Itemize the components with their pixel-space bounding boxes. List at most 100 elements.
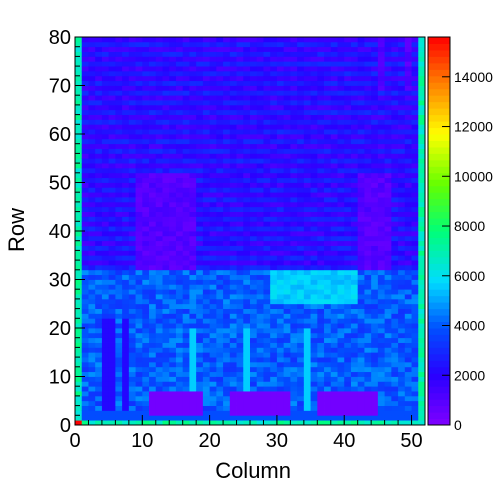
heatmap-cell	[250, 342, 258, 348]
heatmap-cell	[337, 410, 345, 416]
heatmap-cell	[276, 124, 285, 130]
heatmap-cell	[297, 221, 305, 227]
heatmap-cell	[95, 187, 103, 193]
heatmap-cell	[276, 328, 285, 334]
heatmap-cell	[377, 119, 386, 125]
heatmap-cell	[162, 250, 170, 256]
heatmap-cell	[108, 158, 116, 164]
heatmap-cell	[371, 75, 379, 82]
heatmap-cell	[95, 386, 103, 392]
heatmap-cell	[209, 231, 217, 237]
heatmap-cell	[142, 371, 150, 377]
heatmap-cell	[243, 177, 251, 183]
heatmap-cell	[330, 119, 338, 125]
heatmap-cell	[384, 119, 392, 125]
heatmap-cell	[371, 260, 379, 266]
heatmap-cell	[344, 420, 352, 426]
heatmap-cell	[223, 192, 231, 198]
heatmap-cell	[229, 148, 237, 154]
heatmap-cell	[223, 129, 231, 135]
heatmap-cell	[357, 124, 365, 130]
heatmap-cell	[81, 46, 89, 52]
heatmap-cell	[330, 124, 338, 130]
heatmap-cell	[202, 264, 211, 271]
heatmap-cell	[371, 197, 379, 203]
heatmap-cell	[310, 167, 318, 174]
heatmap-cell	[95, 206, 103, 212]
heatmap-cell	[128, 357, 136, 363]
heatmap-cell	[317, 114, 325, 120]
heatmap-cell	[236, 90, 244, 96]
heatmap-cell	[128, 240, 136, 246]
heatmap-cell	[303, 51, 311, 57]
heatmap-cell	[350, 313, 359, 319]
heatmap-cell	[418, 51, 426, 57]
heatmap-cell	[81, 328, 89, 334]
heatmap-cell	[283, 61, 291, 67]
heatmap-cell	[196, 332, 204, 339]
heatmap-cell	[391, 177, 399, 183]
heatmap-cell	[209, 279, 217, 285]
heatmap-cell	[276, 216, 285, 222]
heatmap-cell	[223, 56, 231, 62]
heatmap-cell	[404, 172, 412, 179]
heatmap-cell	[350, 361, 359, 368]
heatmap-cell	[243, 114, 251, 120]
heatmap-cell	[243, 85, 251, 91]
heatmap-cell	[310, 221, 318, 227]
heatmap-cell	[290, 376, 298, 382]
heatmap-cell	[324, 182, 332, 188]
heatmap-cell	[250, 405, 258, 411]
heatmap-cell	[398, 206, 406, 212]
heatmap-cell	[303, 66, 311, 72]
heatmap-cell	[317, 119, 325, 125]
heatmap-cell	[344, 371, 352, 377]
heatmap-cell	[209, 143, 217, 149]
heatmap-cell	[229, 308, 237, 314]
heatmap-cell	[297, 211, 305, 217]
heatmap-cell	[310, 245, 318, 251]
heatmap-cell	[223, 357, 231, 363]
heatmap-cell	[344, 250, 352, 256]
heatmap-cell	[236, 298, 244, 305]
heatmap-cell	[310, 172, 318, 179]
heatmap-cell	[337, 313, 345, 319]
heatmap-cell	[350, 70, 359, 77]
heatmap-cell	[303, 303, 311, 309]
heatmap-cell	[398, 80, 406, 86]
heatmap-cell	[101, 366, 110, 373]
heatmap-cell	[364, 264, 372, 271]
heatmap-cell	[398, 376, 406, 382]
heatmap-cell	[324, 245, 332, 251]
heatmap-cell	[371, 250, 379, 256]
heatmap-cell	[317, 347, 325, 353]
heatmap-cell	[202, 400, 211, 406]
heatmap-cell	[162, 279, 170, 285]
heatmap-cell	[391, 158, 399, 164]
heatmap-cell	[122, 264, 130, 271]
heatmap-cell	[384, 163, 392, 169]
heatmap-cell	[209, 395, 217, 402]
heatmap-cell	[115, 284, 123, 290]
heatmap-cell	[290, 400, 298, 406]
heatmap-cell	[95, 226, 103, 232]
heatmap-cell	[250, 75, 258, 82]
heatmap-cell	[263, 410, 271, 416]
heatmap-cell	[350, 357, 359, 363]
heatmap-cell	[189, 66, 197, 72]
heatmap-cell	[337, 376, 345, 382]
heatmap-cell	[350, 85, 359, 91]
heatmap-cell	[243, 400, 251, 406]
heatmap-cell	[270, 366, 278, 373]
heatmap-cell	[95, 235, 103, 242]
heatmap-cell	[324, 51, 332, 57]
heatmap-cell	[337, 56, 345, 62]
heatmap-cell	[404, 56, 412, 62]
heatmap-cell	[162, 342, 170, 348]
heatmap-cell	[229, 298, 237, 305]
heatmap-cell	[391, 70, 399, 77]
heatmap-cell	[81, 51, 89, 57]
heatmap-cell	[101, 37, 110, 43]
heatmap-cell	[149, 104, 157, 111]
heatmap-cell	[155, 158, 163, 164]
